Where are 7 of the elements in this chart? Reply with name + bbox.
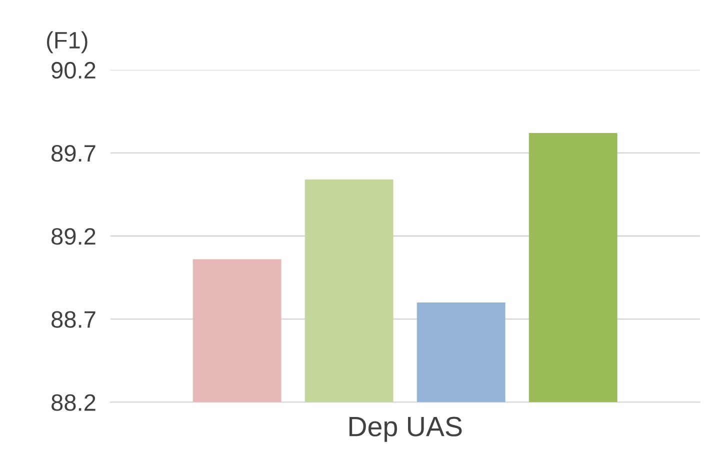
y-tick-label: 90.2 [52,62,96,79]
y-tick-label: 88.2 [52,394,96,411]
y-tick-label: 88.7 [52,311,96,328]
x-tick-label: Dep UAS [349,416,462,442]
y-axis-title: (F1) [46,31,88,54]
y-tick-label: 89.2 [52,228,96,245]
y-tick-label: 89.7 [52,144,96,162]
